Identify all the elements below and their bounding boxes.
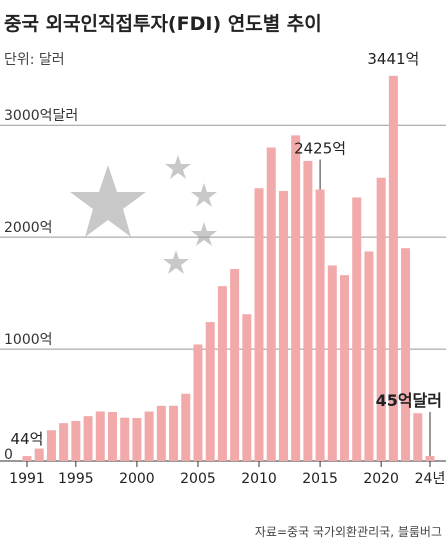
bar	[83, 416, 93, 461]
bar	[156, 405, 166, 461]
bar	[144, 411, 154, 461]
bar	[266, 147, 276, 462]
bar	[230, 269, 240, 461]
bar	[46, 430, 56, 461]
bar	[205, 322, 215, 461]
x-tick-label: 2005	[180, 471, 216, 487]
chart-title: 중국 외국인직접투자(FDI) 연도별 추이	[4, 13, 322, 35]
bar	[278, 191, 288, 462]
x-tick-label: 1995	[58, 471, 94, 487]
bar	[193, 344, 203, 461]
bar	[120, 417, 130, 461]
bar	[217, 286, 227, 461]
bar	[340, 275, 350, 461]
y-tick-label: 0	[4, 447, 13, 463]
value-label: 2425억	[294, 140, 346, 158]
bar	[303, 160, 313, 461]
bar	[315, 189, 325, 461]
bar	[34, 448, 44, 461]
y-tick-label: 3000억달러	[4, 108, 78, 124]
bar	[364, 251, 374, 461]
value-label: 45억달러	[376, 391, 442, 410]
flag-stars	[70, 155, 217, 274]
bar	[291, 135, 301, 461]
bar	[95, 411, 105, 461]
y-tick-label: 1000억	[4, 332, 53, 348]
x-tick-label: 24년	[415, 471, 446, 487]
bar	[181, 393, 191, 461]
bar	[413, 413, 423, 461]
bar	[169, 405, 179, 461]
x-tick-label: 2020	[363, 471, 399, 487]
bar	[401, 248, 411, 461]
value-label: 3441억	[367, 50, 419, 68]
chart-subtitle: 단위: 달러	[4, 52, 65, 68]
x-tick-label: 1991	[9, 471, 45, 487]
bar	[242, 314, 252, 461]
bar	[425, 455, 435, 461]
bar	[388, 75, 398, 461]
value-label: 44억	[11, 430, 44, 448]
bar	[59, 423, 69, 461]
bar	[254, 188, 264, 461]
bar	[352, 197, 362, 461]
bar	[107, 411, 117, 461]
bar	[22, 456, 32, 461]
bar	[71, 420, 81, 461]
bar	[327, 265, 337, 461]
x-tick-label: 2010	[241, 471, 277, 487]
bar	[132, 418, 142, 461]
source-note: 자료=중국 국가외환관리국, 블룸버그	[255, 525, 442, 539]
x-tick-label: 2000	[119, 471, 155, 487]
x-tick-label: 2015	[302, 471, 338, 487]
y-tick-label: 2000억	[4, 220, 53, 236]
bar	[376, 177, 386, 461]
